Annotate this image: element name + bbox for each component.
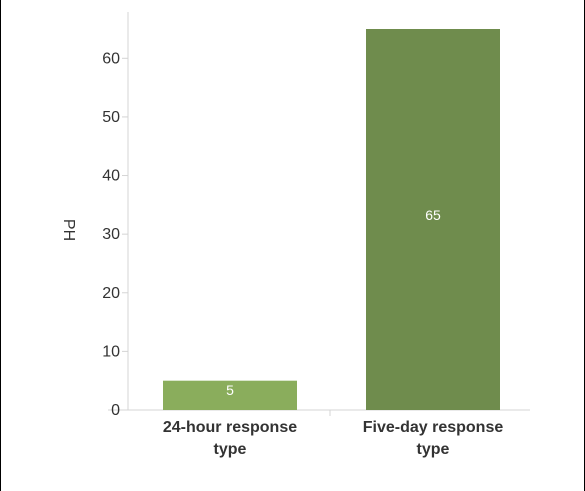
bars (163, 29, 500, 410)
y-tick-label: 20 (102, 285, 120, 302)
y-tick-label: 0 (111, 402, 120, 419)
bar (163, 380, 297, 410)
y-tick-label: 40 (102, 168, 120, 185)
bar (366, 29, 500, 410)
x-tick-label: Five-day response (363, 419, 504, 436)
x-tick-label: type (214, 441, 247, 458)
labels: 0 10 20 30 40 50 60 PH 5 65 24-hour response type Fi… (60, 50, 503, 458)
y-axis-label: PH (60, 219, 77, 241)
data-label: 65 (425, 207, 441, 223)
y-tick-label: 60 (102, 50, 120, 67)
x-tick-label: 24-hour response (163, 419, 297, 436)
y-tick-label: 50 (102, 109, 120, 126)
y-tick-label: 30 (102, 226, 120, 243)
x-tick-label: type (417, 441, 450, 458)
y-tick-label: 10 (102, 343, 120, 360)
data-label: 5 (226, 382, 234, 398)
